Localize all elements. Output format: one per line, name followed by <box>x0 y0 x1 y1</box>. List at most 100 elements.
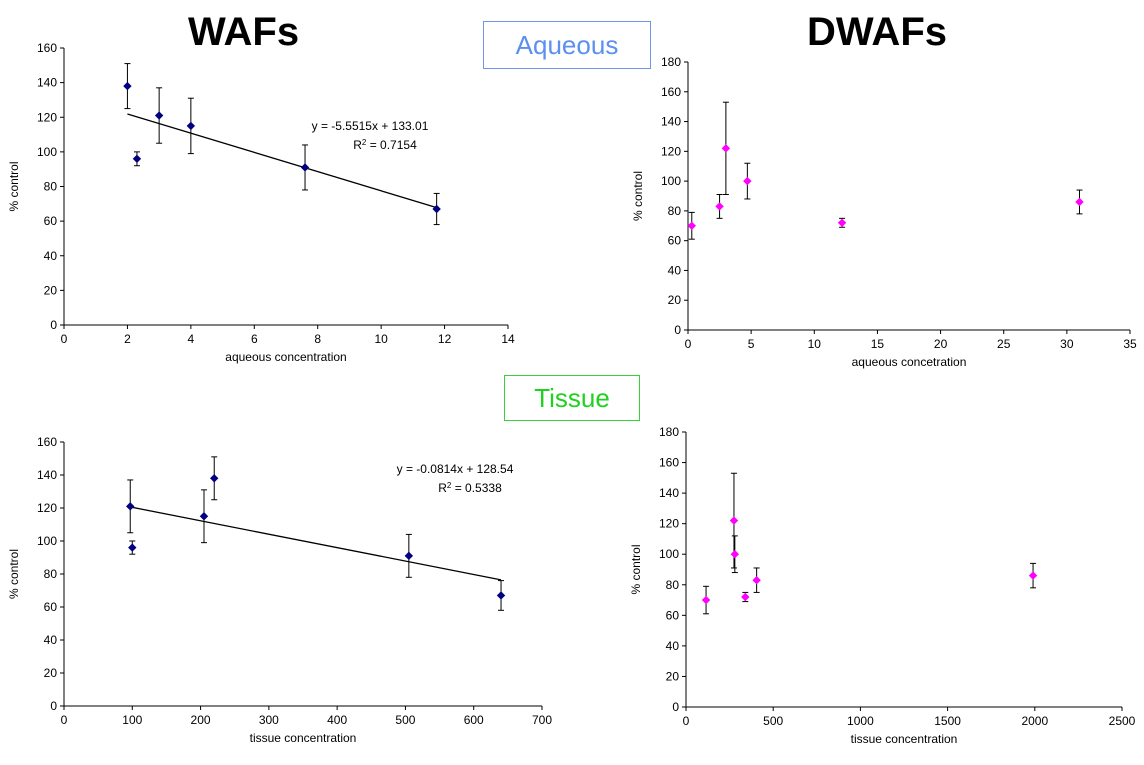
x-tick-label: 400 <box>327 713 347 727</box>
y-tick-label: 160 <box>659 456 679 470</box>
y-tick-label: 160 <box>661 85 681 99</box>
y-axis-label: % control <box>7 549 21 599</box>
data-point <box>210 474 219 483</box>
trendline-equation: y = -5.5515x + 133.01 <box>312 119 429 133</box>
data-point <box>404 551 414 561</box>
y-tick-label: 100 <box>661 174 681 188</box>
x-tick-label: 4 <box>188 332 195 346</box>
data-point <box>1075 197 1084 207</box>
x-tick-label: 1500 <box>934 714 961 728</box>
y-tick-label: 160 <box>37 41 57 55</box>
x-tick-label: 2 <box>124 332 131 346</box>
x-tick-label: 0 <box>61 713 68 727</box>
data-point <box>199 512 209 521</box>
data-point <box>432 204 441 214</box>
data-point <box>701 595 711 605</box>
dwaf-aqueous-chart: 0 20 40 60 80 100 120 140 160 180 0 5 10 15 20 25 30 35 aq… <box>631 55 1137 369</box>
y-tick-label: 20 <box>668 293 682 307</box>
data-point <box>154 111 164 120</box>
x-tick-label: 700 <box>532 713 552 727</box>
y-tick-label: 80 <box>44 567 58 581</box>
x-tick-label: 500 <box>763 714 783 728</box>
x-tick-label: 300 <box>259 713 279 727</box>
x-tick-label: 15 <box>871 337 885 351</box>
x-tick-label: 10 <box>808 337 822 351</box>
data-point <box>743 176 752 186</box>
data-point <box>132 154 142 163</box>
y-tick-label: 180 <box>659 425 679 439</box>
y-tick-label: 60 <box>44 214 58 228</box>
x-tick-label: 35 <box>1123 337 1137 351</box>
x-axis-label: aqueous concetration <box>852 355 967 369</box>
x-tick-label: 1000 <box>847 714 874 728</box>
r2-superscript: 2 <box>447 481 452 490</box>
x-tick-label: 5 <box>748 337 755 351</box>
data-point <box>186 121 196 131</box>
y-tick-label: 100 <box>659 547 679 561</box>
r2-prefix: R <box>438 481 447 495</box>
x-axis-label: tissue concentration <box>250 731 357 745</box>
x-tick-label: 2000 <box>1021 714 1048 728</box>
y-tick-label: 60 <box>668 234 682 248</box>
y-tick-label: 120 <box>37 501 57 515</box>
r2-superscript: 2 <box>362 138 367 147</box>
y-tick-label: 0 <box>50 318 57 332</box>
wafs-title: WAFs <box>188 10 300 54</box>
r2-value: = 0.5338 <box>451 481 502 495</box>
data-point <box>687 221 696 230</box>
y-tick-label: 140 <box>661 115 681 129</box>
y-tick-label: 80 <box>666 578 680 592</box>
waf-aqueous-chart: 0 20 40 60 80 100 120 140 160 0 2 4 6 8 10 12 14 aqueous … <box>7 41 515 364</box>
y-tick-label: 60 <box>44 600 58 614</box>
r-squared-label: R2 = 0.5338 <box>438 481 502 496</box>
data-point <box>837 218 847 227</box>
r2-value: = 0.7154 <box>366 138 417 152</box>
y-tick-label: 40 <box>44 249 58 263</box>
y-tick-label: 80 <box>44 180 58 194</box>
y-tick-label: 120 <box>37 110 57 124</box>
x-tick-label: 0 <box>683 714 690 728</box>
x-tick-label: 0 <box>685 337 692 351</box>
y-tick-label: 40 <box>668 263 682 277</box>
x-tick-label: 100 <box>122 713 142 727</box>
y-axis-label: % control <box>7 161 21 211</box>
aqueous-label-box: Aqueous <box>483 21 651 69</box>
y-tick-label: 180 <box>661 55 681 69</box>
y-tick-label: 0 <box>50 699 57 713</box>
trendline-equation: y = -0.0814x + 128.54 <box>397 462 514 476</box>
y-tick-label: 140 <box>37 76 57 90</box>
y-tick-label: 140 <box>37 468 57 482</box>
data-point <box>752 575 761 585</box>
y-tick-label: 40 <box>44 633 58 647</box>
x-tick-label: 10 <box>374 332 388 346</box>
data-point <box>300 163 310 172</box>
x-axis-label: tissue concentration <box>851 732 958 746</box>
data-point <box>123 81 132 91</box>
y-tick-label: 120 <box>659 517 679 531</box>
y-tick-label: 20 <box>666 669 680 683</box>
y-tick-label: 100 <box>37 145 57 159</box>
x-tick-label: 0 <box>61 332 68 346</box>
y-axis-label: % control <box>629 544 643 594</box>
x-tick-label: 8 <box>314 332 321 346</box>
r2-prefix: R <box>353 138 362 152</box>
dwaf-tissue-chart: 0 20 40 60 80 100 120 140 160 180 0 500 1000 1500 2000… <box>629 425 1136 746</box>
x-tick-label: 2500 <box>1109 714 1136 728</box>
data-point <box>729 516 739 525</box>
dwafs-title: DWAFs <box>807 10 947 54</box>
waf-tissue-chart: 0 20 40 60 80 100 120 140 160 0 100 200 300 400 500 600… <box>7 435 552 745</box>
x-tick-label: 14 <box>501 332 515 346</box>
y-tick-label: 60 <box>666 608 680 622</box>
data-point <box>1028 571 1038 580</box>
x-tick-label: 600 <box>464 713 484 727</box>
x-axis-label: aqueous concentration <box>225 350 346 364</box>
y-tick-label: 80 <box>668 204 682 218</box>
trendline <box>127 113 437 209</box>
y-tick-label: 20 <box>44 283 58 297</box>
y-tick-label: 100 <box>37 534 57 548</box>
data-point <box>741 592 750 602</box>
r-squared-label: R2 = 0.7154 <box>353 138 417 153</box>
y-tick-label: 120 <box>661 144 681 158</box>
y-tick-label: 160 <box>37 435 57 449</box>
